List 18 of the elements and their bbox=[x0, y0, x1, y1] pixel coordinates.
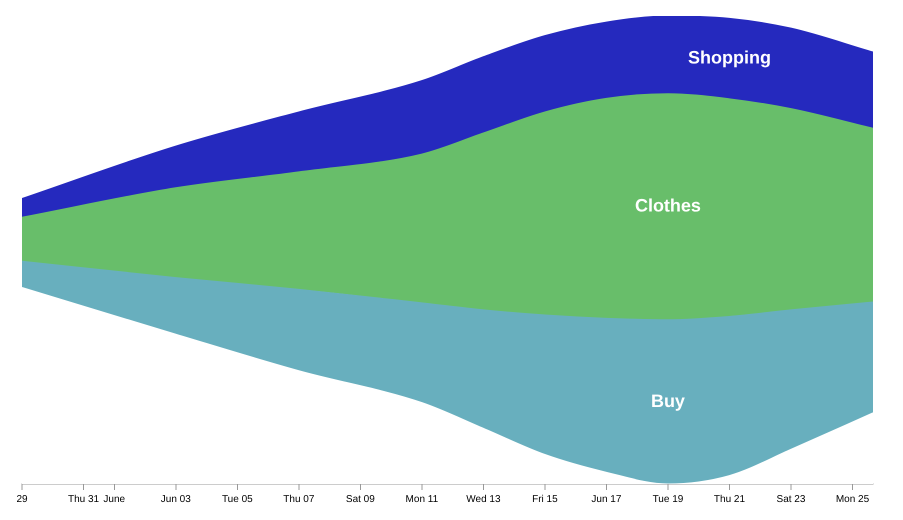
x-tick-label: Sat 23 bbox=[776, 494, 806, 505]
series-label: Buy bbox=[650, 390, 685, 411]
x-tick-label: Thu 31 bbox=[68, 494, 100, 505]
x-tick-label: Thu 21 bbox=[714, 494, 746, 505]
series-label: Shopping bbox=[688, 48, 771, 68]
x-tick-label: Mon 11 bbox=[406, 494, 439, 505]
x-tick-label: Sat 09 bbox=[346, 494, 376, 505]
series-label: Clothes bbox=[634, 196, 701, 216]
x-tick-label: Mon 25 bbox=[836, 494, 870, 505]
x-tick-label: 29 bbox=[16, 494, 28, 505]
x-tick-label: June bbox=[103, 494, 126, 505]
x-tick-label: Tue 19 bbox=[652, 494, 684, 505]
x-tick-label: Jun 03 bbox=[160, 494, 192, 505]
x-tick-label: Jun 17 bbox=[591, 494, 622, 505]
x-tick-label: Fri 15 bbox=[532, 494, 558, 505]
x-tick-label: Wed 13 bbox=[466, 494, 501, 505]
x-tick-label: Tue 05 bbox=[222, 494, 254, 505]
x-tick-label: Thu 07 bbox=[283, 494, 315, 505]
